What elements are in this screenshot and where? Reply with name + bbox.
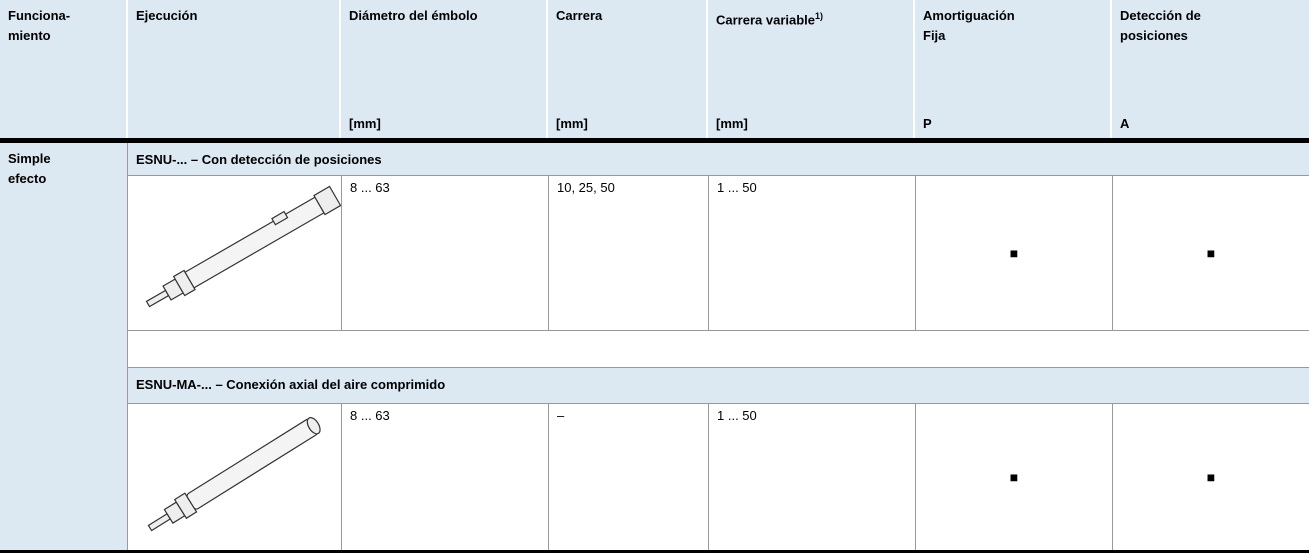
- bottom-rule: [0, 550, 1309, 553]
- section-heading: ESNU-MA-... – Conexión axial del aire co…: [128, 368, 1309, 404]
- cell-mark: ■: [1009, 469, 1019, 485]
- cell-mark: ■: [1206, 469, 1216, 485]
- cell: 10, 25, 50: [548, 176, 708, 330]
- cell: 1 ... 50: [708, 176, 915, 330]
- header-cell: Carrera [mm]: [548, 0, 708, 140]
- cell-text: 10, 25, 50: [557, 180, 615, 195]
- product-image: [128, 176, 342, 330]
- section-title: ESNU-... – Con detección de posiciones: [136, 152, 382, 167]
- cylinder-drawing: [147, 417, 321, 532]
- header-cell: Funciona- miento: [0, 0, 128, 140]
- header-rule: [0, 138, 1309, 143]
- header-title: Diámetro del émbolo: [349, 8, 478, 23]
- header-cell: Detección de posiciones A: [1112, 0, 1309, 140]
- spacer-row: [128, 330, 1309, 368]
- header-cell: Diámetro del émbolo [mm]: [341, 0, 548, 140]
- section-heading: ESNU-... – Con detección de posiciones: [128, 143, 1309, 176]
- cell-text: –: [557, 408, 565, 423]
- section-title: ESNU-MA-... – Conexión axial del aire co…: [136, 377, 446, 392]
- header-title: Carrera variable: [716, 12, 816, 28]
- header-unit: [mm]: [556, 116, 588, 131]
- cell-text: 1 ... 50: [717, 408, 757, 423]
- cell: –: [548, 404, 708, 550]
- cell: ■: [1112, 176, 1309, 330]
- header-title: Detección de posiciones: [1120, 8, 1201, 43]
- cell-text: 8 ... 63: [350, 180, 390, 195]
- header-title: Carrera: [556, 8, 603, 23]
- header-unit: [mm]: [716, 116, 748, 131]
- cell: ■: [915, 404, 1112, 550]
- cylinder-drawing: [145, 185, 342, 308]
- cell-text: 8 ... 63: [350, 408, 390, 423]
- cell: 1 ... 50: [708, 404, 915, 550]
- header-unit: P: [923, 116, 932, 131]
- header-unit: [mm]: [349, 116, 381, 131]
- header-cell: Ejecución: [128, 0, 341, 140]
- header-cell: Carrera variable1) [mm]: [708, 0, 915, 140]
- cell: 8 ... 63: [341, 404, 548, 550]
- cell-text: 1 ... 50: [717, 180, 757, 195]
- header-cell: Amortiguación Fija P: [915, 0, 1112, 140]
- header-title: Funciona- miento: [8, 8, 71, 43]
- product-image: [128, 404, 341, 550]
- cell: ■: [1112, 404, 1309, 550]
- header-title: Amortiguación Fija: [923, 8, 1015, 43]
- cell-mark: ■: [1009, 245, 1019, 261]
- function-label: Simple efecto: [8, 151, 51, 186]
- cell: ■: [915, 176, 1112, 330]
- function-cell: Simple efecto: [0, 143, 128, 550]
- cell: 8 ... 63: [341, 176, 548, 330]
- footnote-mark: 1): [815, 11, 824, 21]
- header-unit: A: [1120, 116, 1130, 131]
- cell-mark: ■: [1206, 245, 1216, 261]
- header-title: Ejecución: [136, 8, 198, 23]
